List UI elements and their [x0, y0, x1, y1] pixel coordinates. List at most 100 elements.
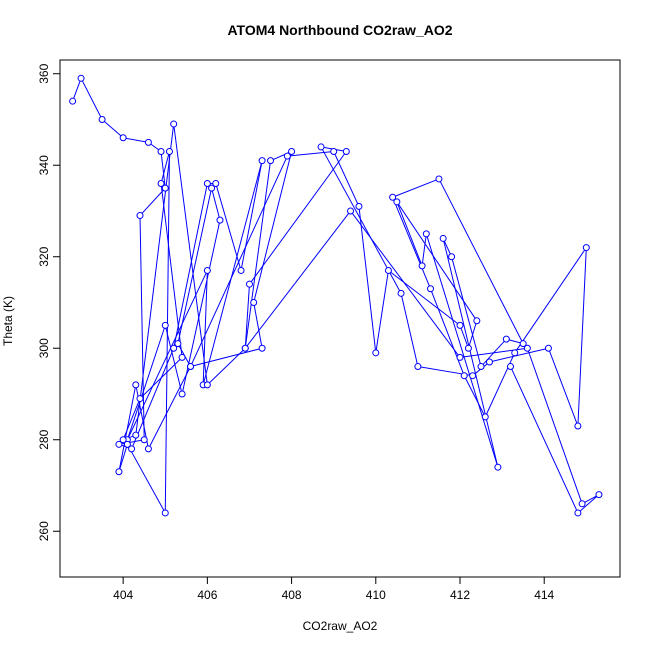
series-segment: [442, 238, 499, 468]
series-segment: [244, 284, 250, 349]
y-tick-label: 260: [37, 521, 51, 541]
series-segment: [173, 123, 208, 385]
data-point: [481, 413, 489, 421]
data-point: [519, 340, 527, 348]
series-segment: [350, 210, 461, 358]
series-segment: [463, 375, 486, 418]
data-point: [258, 344, 266, 352]
data-point: [119, 436, 127, 444]
series-segment: [392, 197, 431, 289]
series-segment: [139, 215, 145, 440]
data-point: [250, 298, 258, 306]
y-tick-label: 320: [37, 246, 51, 266]
data-point: [288, 148, 296, 156]
series-segment: [122, 398, 141, 440]
data-point: [507, 363, 515, 371]
data-point: [435, 175, 443, 183]
series-segment: [177, 188, 213, 344]
data-point: [132, 431, 140, 439]
data-point: [494, 463, 502, 471]
data-point: [283, 152, 291, 160]
series-segment: [135, 123, 175, 436]
data-point: [258, 157, 266, 165]
data-point: [523, 344, 531, 352]
data-point: [170, 344, 178, 352]
y-axis: 260 280 300 320 340 360: [37, 63, 60, 541]
series-segment: [244, 210, 351, 349]
series-segment: [160, 151, 166, 189]
data-point: [144, 445, 152, 453]
data-point: [69, 97, 77, 105]
data-point: [439, 234, 447, 242]
plot-frame: [59, 59, 621, 578]
data-point: [414, 363, 422, 371]
data-point: [140, 436, 148, 444]
data-point: [473, 317, 481, 325]
series-segment: [514, 247, 587, 354]
series-segment: [430, 288, 465, 376]
series-segment: [526, 348, 583, 504]
series-segment: [160, 151, 170, 184]
series-segment: [123, 137, 149, 143]
data-point: [384, 266, 392, 274]
data-point: [372, 349, 380, 357]
data-point: [178, 353, 186, 361]
data-point: [157, 180, 165, 188]
data-point: [203, 381, 211, 389]
data-point: [115, 468, 123, 476]
series-segment: [388, 270, 461, 326]
series-segment: [333, 151, 360, 207]
series-segment: [202, 160, 263, 385]
series-segment: [396, 201, 423, 267]
data-point: [203, 180, 211, 188]
data-point: [347, 207, 355, 215]
data-point: [427, 285, 435, 293]
y-tick-label: 360: [37, 63, 51, 83]
y-tick-label: 280: [37, 429, 51, 449]
data-point: [418, 262, 426, 270]
data-point: [582, 244, 590, 252]
series-segment: [118, 439, 145, 445]
data-point: [174, 340, 182, 348]
data-point: [317, 143, 325, 151]
series-segment: [451, 256, 482, 367]
data-point: [170, 120, 178, 128]
data-point: [161, 321, 169, 329]
x-tick-label: 412: [450, 588, 470, 602]
data-point: [574, 422, 582, 430]
data-point: [237, 266, 245, 274]
series-segment: [164, 325, 183, 395]
series-segment: [240, 160, 263, 271]
series-segment: [207, 347, 246, 386]
x-axis: 404 406 408 410 412 414: [113, 577, 555, 602]
x-tick-label: 406: [197, 588, 217, 602]
data-point: [393, 198, 401, 206]
series-segment: [190, 155, 288, 367]
data-point: [578, 500, 586, 508]
data-point: [460, 372, 468, 380]
data-point: [208, 184, 216, 192]
series-segment: [139, 187, 166, 216]
data-point: [397, 289, 405, 297]
data-point: [144, 138, 152, 146]
series-segment: [375, 270, 389, 353]
x-tick-label: 410: [366, 588, 386, 602]
data-point: [187, 363, 195, 371]
data-point: [123, 440, 131, 448]
data-point: [456, 353, 464, 361]
series-segment: [287, 151, 334, 157]
x-tick-label: 408: [282, 588, 302, 602]
series-segment: [190, 347, 263, 368]
data-point: [389, 193, 397, 201]
data-point: [342, 148, 350, 156]
series-segment: [160, 183, 183, 358]
data-point: [212, 180, 220, 188]
data-point: [267, 157, 275, 165]
data-point: [136, 395, 144, 403]
data-point: [245, 280, 253, 288]
data-point: [456, 321, 464, 329]
chart-title: ATOM4 Northbound CO2raw_AO2: [227, 22, 452, 38]
data-point: [216, 216, 224, 224]
data-point: [157, 148, 165, 156]
